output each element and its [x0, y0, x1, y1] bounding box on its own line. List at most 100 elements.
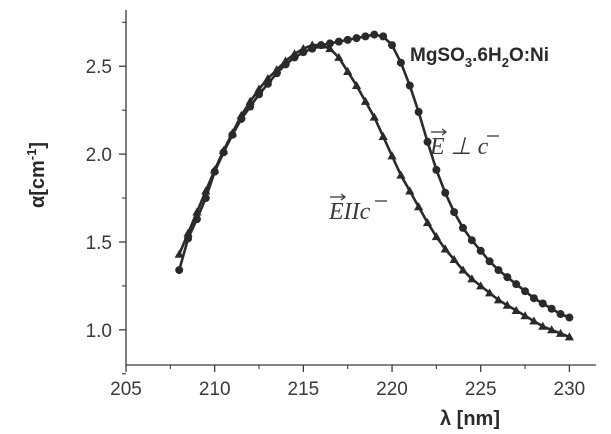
data-point-triangle: [405, 186, 415, 195]
data-point-circle: [175, 266, 184, 275]
data-point-triangle: [281, 56, 291, 65]
y-tick-label: 1.5: [86, 233, 112, 254]
data-point-triangle: [502, 300, 512, 309]
data-point-circle: [388, 41, 397, 50]
data-point-circle: [405, 81, 414, 90]
data-point-circle: [476, 246, 485, 255]
data-point-circle: [414, 107, 423, 116]
data-point-triangle: [245, 96, 255, 105]
data-point-triangle: [272, 65, 282, 74]
data-point-circle: [379, 32, 388, 41]
data-point-triangle: [307, 40, 317, 49]
data-point-triangle: [227, 128, 238, 137]
data-point-circle: [538, 299, 547, 308]
data-point-circle: [503, 273, 512, 282]
data-point-triangle: [325, 44, 335, 53]
x-tick-label: 230: [554, 379, 586, 400]
data-point-triangle: [183, 228, 193, 237]
data-point-triangle: [298, 44, 308, 53]
chart-title: MgSO3.6H2O:Ni: [410, 45, 549, 70]
vector-arrow-e-head: [441, 128, 448, 136]
data-point-circle: [556, 310, 565, 319]
data-point-circle: [467, 236, 476, 245]
x-axis-label: λ [nm]: [440, 408, 500, 430]
data-point-triangle: [520, 311, 530, 320]
data-point-triangle: [458, 265, 468, 274]
y-tick-label: 1.0: [86, 321, 112, 342]
data-point-triangle: [511, 305, 521, 314]
data-point-circle: [450, 208, 459, 217]
x-tick-label: 215: [288, 379, 320, 400]
series-e-parallel-c-line: [178, 43, 570, 339]
data-point-circle: [192, 215, 201, 224]
data-point-triangle: [218, 145, 229, 155]
x-tick-label: 205: [110, 379, 142, 400]
data-point-triangle: [431, 232, 441, 241]
y-axis-label-text: α[cm-1]: [24, 142, 49, 208]
data-point-circle: [334, 37, 343, 46]
data-point-triangle: [369, 112, 379, 121]
data-point-circle: [441, 188, 450, 197]
data-point-triangle: [236, 110, 246, 119]
ylabel-unit: [cm: [27, 160, 49, 196]
title-sub-3: 3: [465, 55, 472, 70]
data-point-triangle: [316, 40, 326, 49]
ylabel-exponent: -1: [24, 149, 39, 161]
y-tick-label: 2.0: [86, 145, 112, 166]
data-point-triangle: [422, 218, 433, 227]
data-point-triangle: [334, 52, 344, 61]
annotation-e-parallel-c: EIIc: [328, 193, 387, 225]
data-point-triangle: [449, 254, 459, 264]
ylabel-bracket: ]: [27, 142, 49, 149]
markers: [174, 30, 574, 341]
data-point-triangle: [387, 151, 397, 160]
title-part-water: .6H: [472, 45, 502, 66]
data-point-circle: [529, 294, 538, 303]
title-part-dopant: O:Ni: [509, 45, 549, 66]
x-tick-label: 220: [376, 379, 408, 400]
data-point-triangle: [555, 328, 566, 337]
data-point-circle: [361, 32, 370, 41]
x-axis-label-text: λ [nm]: [440, 408, 500, 430]
axes: 205 210 215 220 225 230 1.0 1.5 2.0 2.5: [86, 10, 596, 400]
data-point-triangle: [414, 202, 424, 211]
data-point-triangle: [467, 274, 477, 283]
data-point-circle: [521, 287, 530, 296]
data-point-circle: [512, 280, 521, 289]
data-point-triangle: [192, 207, 202, 216]
data-point-circle: [352, 34, 361, 43]
data-point-triangle: [351, 80, 362, 90]
data-point-triangle: [493, 295, 504, 304]
data-point-triangle: [210, 165, 220, 174]
data-point-circle: [432, 165, 441, 174]
data-point-circle: [547, 304, 556, 313]
data-point-circle: [494, 266, 503, 275]
vector-arrow-e2-head: [340, 193, 347, 201]
data-point-triangle: [289, 49, 300, 58]
data-point-triangle: [396, 170, 406, 179]
annotation-e-perp-c: E ⊥ c: [429, 128, 499, 160]
data-point-triangle: [254, 84, 264, 93]
data-point-triangle: [547, 325, 557, 334]
annotation-e-parallel-c-text: EIIc: [328, 199, 371, 225]
data-point-triangle: [378, 131, 388, 140]
data-point-triangle: [343, 66, 353, 75]
title-part-main: MgSO: [410, 45, 465, 66]
data-point-triangle: [440, 244, 450, 253]
data-point-circle: [343, 35, 352, 44]
data-point-triangle: [174, 249, 184, 258]
data-point-circle: [565, 313, 574, 322]
ylabel-alpha: α: [27, 195, 49, 208]
annotation-e-perp-c-text: E ⊥ c: [429, 134, 489, 160]
data-point-triangle: [360, 96, 371, 105]
chart-title-text: MgSO3.6H2O:Ni: [410, 45, 549, 70]
data-point-circle: [485, 257, 494, 266]
y-tick-label: 2.5: [86, 57, 112, 78]
data-point-triangle: [484, 288, 495, 297]
data-point-triangle: [201, 186, 211, 195]
data-point-triangle: [263, 73, 273, 82]
data-point-circle: [458, 223, 467, 232]
x-tick-label: 225: [465, 379, 497, 400]
data-point-circle: [423, 137, 432, 146]
